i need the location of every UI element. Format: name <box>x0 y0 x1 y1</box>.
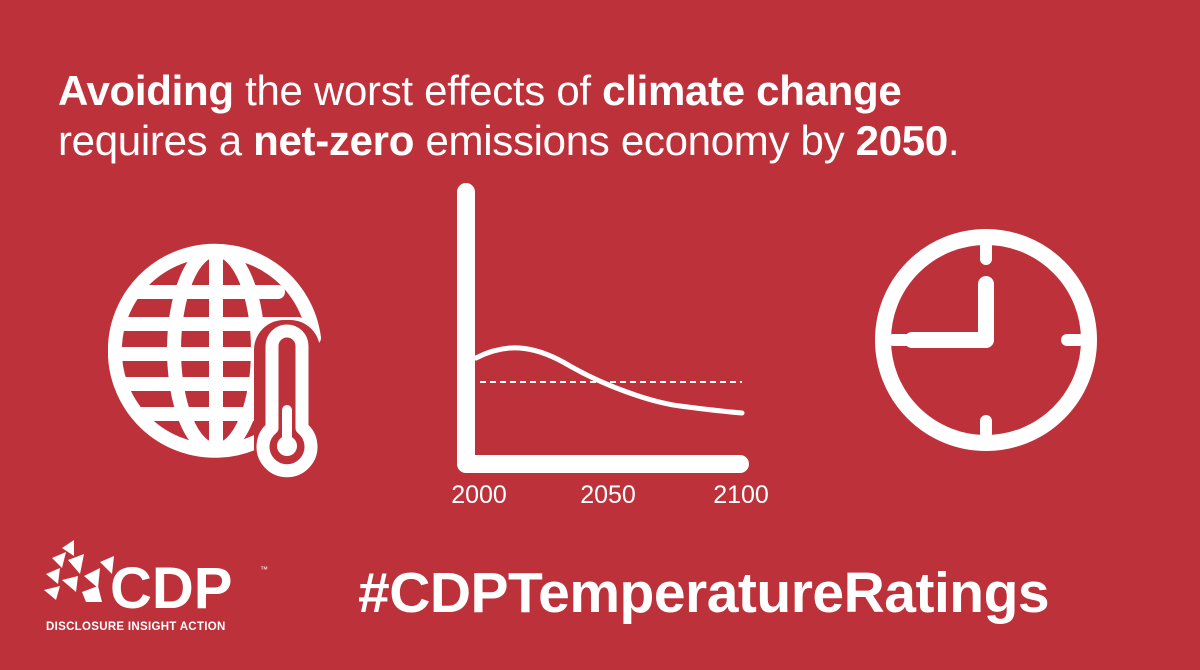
headline-segment: . <box>947 117 960 164</box>
axis-lines <box>457 183 749 473</box>
x-tick-label: 2000 <box>451 481 507 509</box>
emissions-curve <box>473 345 745 416</box>
x-tick-label: 2050 <box>580 481 636 509</box>
headline-segment: climate change <box>602 67 902 114</box>
hashtag: #CDPTemperatureRatings <box>358 561 1050 625</box>
trademark-symbol: ™ <box>260 565 268 574</box>
headline-line-1: Avoiding the worst effects of climate ch… <box>58 66 1178 116</box>
x-tick-label: 2100 <box>713 481 769 509</box>
globe-thermometer-icon <box>107 242 348 482</box>
headline-segment: net-zero <box>253 117 415 164</box>
headline-segment: Avoiding <box>58 67 234 114</box>
headline-segment: 2050 <box>855 117 949 164</box>
headline-segment: emissions economy by <box>414 117 856 164</box>
headline-line-2: requires a net-zero emissions economy by… <box>58 116 1178 166</box>
cdp-logo: CDP ™ DISCLOSURE INSIGHT ACTION <box>42 540 282 640</box>
tagline: DISCLOSURE INSIGHT ACTION <box>46 621 226 633</box>
brand-name: CDP <box>110 556 232 621</box>
clock-icon <box>872 226 1102 456</box>
headline: Avoiding the worst effects of climate ch… <box>58 66 1178 166</box>
emissions-chart: 2000 2050 2100 <box>430 180 790 520</box>
headline-segment: the worst effects of <box>233 67 603 114</box>
headline-segment: requires a <box>58 117 254 164</box>
